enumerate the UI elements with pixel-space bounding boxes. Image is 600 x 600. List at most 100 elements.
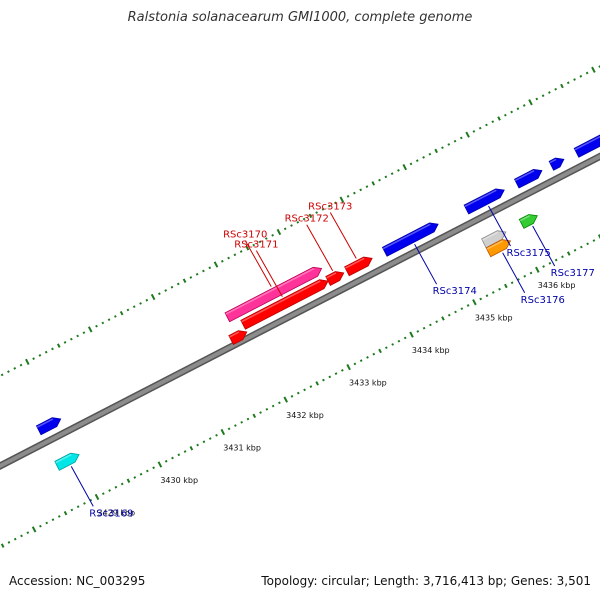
tick-mark [334, 372, 338, 375]
label-leader [414, 243, 438, 285]
tick-mark [416, 330, 420, 333]
label-leader [502, 252, 526, 294]
tick-mark [322, 378, 325, 382]
tick-mark [459, 136, 463, 140]
tick-mark [579, 245, 583, 249]
tick-mark [434, 148, 438, 154]
tick-mark [152, 466, 155, 470]
tick-mark [246, 417, 250, 421]
gene-arrow [485, 239, 512, 258]
tick-mark [252, 243, 256, 247]
gene-arrow-highlight [519, 215, 530, 222]
gene-label: RSc3169 [89, 508, 133, 519]
tick-mark [597, 234, 600, 240]
tick-mark [150, 293, 156, 301]
tick-mark [290, 224, 293, 227]
tick-mark [403, 336, 407, 340]
tick-mark [126, 308, 130, 312]
tick-mark [202, 269, 205, 273]
gene-label: RSc3172 [285, 214, 329, 225]
tick-mark [548, 261, 552, 265]
tick-mark [39, 524, 42, 528]
tick-mark [139, 302, 142, 305]
tick-mark [63, 341, 67, 344]
tick-mark [69, 337, 73, 341]
tick-mark [542, 265, 545, 268]
tick-mark [157, 461, 163, 468]
gene-arrow-highlight [326, 272, 337, 279]
gene-arrow [325, 271, 345, 286]
tick-mark [215, 433, 218, 437]
tick-mark [447, 143, 451, 146]
tick-mark [591, 66, 596, 73]
tick-mark [13, 367, 17, 370]
tick-mark [529, 271, 533, 275]
tick-mark [566, 81, 570, 85]
tick-mark [76, 505, 80, 509]
tick-mark [240, 420, 244, 424]
gene-label: RSc3173 [308, 202, 352, 213]
tick-mark [359, 359, 363, 362]
tick-mark [566, 251, 571, 256]
gene-arrow [240, 279, 329, 330]
tick-mark [366, 356, 369, 359]
tick-mark [573, 248, 577, 252]
label-leader [244, 240, 272, 287]
tick-mark [409, 162, 413, 166]
gene-arrow [344, 256, 373, 277]
gene-label: RSc3171 [234, 240, 278, 251]
tick-mark [177, 453, 181, 457]
tick-mark [139, 472, 143, 476]
tick-mark [271, 233, 274, 237]
tick-mark [466, 304, 470, 307]
tick-mark [133, 476, 137, 479]
tick-mark [321, 207, 325, 211]
tick-mark [560, 83, 564, 89]
tick-mark [415, 159, 419, 163]
tick-mark [227, 427, 231, 431]
tick-mark [504, 283, 508, 289]
tick-mark [510, 281, 514, 285]
tick-mark [516, 107, 520, 111]
kbp-tick-label: 3435 kbp [475, 314, 513, 323]
kbp-tick-label: 3433 kbp [349, 379, 387, 388]
tick-mark [87, 326, 93, 333]
tick-mark [485, 123, 488, 127]
gene-arrow [54, 452, 80, 471]
tick-mark [114, 315, 117, 318]
tick-mark [328, 375, 332, 379]
tick-mark [422, 326, 426, 330]
tick-mark [164, 459, 168, 463]
tick-mark [491, 120, 495, 124]
tick-mark [245, 246, 250, 251]
tick-mark [504, 113, 507, 117]
tick-mark [327, 204, 331, 208]
tick-mark [378, 178, 381, 182]
gene-arrow-highlight [225, 267, 315, 315]
tick-mark [315, 211, 319, 214]
gene-arrow-highlight [464, 189, 497, 208]
tick-mark [385, 346, 388, 350]
tick-mark [491, 291, 495, 294]
tick-mark [183, 450, 187, 453]
label-leader [306, 224, 334, 271]
tick-mark [535, 97, 539, 101]
tick-mark [26, 531, 30, 535]
tick-mark [276, 228, 282, 236]
tick-mark [422, 156, 425, 159]
tick-mark [278, 401, 281, 405]
tick-mark [561, 255, 564, 259]
tick-mark [397, 339, 401, 343]
tick-mark [472, 299, 477, 306]
tick-mark [176, 282, 180, 286]
tick-mark [220, 428, 226, 436]
tick-mark [7, 370, 10, 373]
tick-mark [44, 350, 48, 354]
tick-mark [308, 213, 313, 219]
tick-mark [497, 116, 501, 121]
gene-arrow [573, 134, 600, 158]
tick-mark [101, 321, 105, 325]
tick-mark [384, 175, 388, 179]
